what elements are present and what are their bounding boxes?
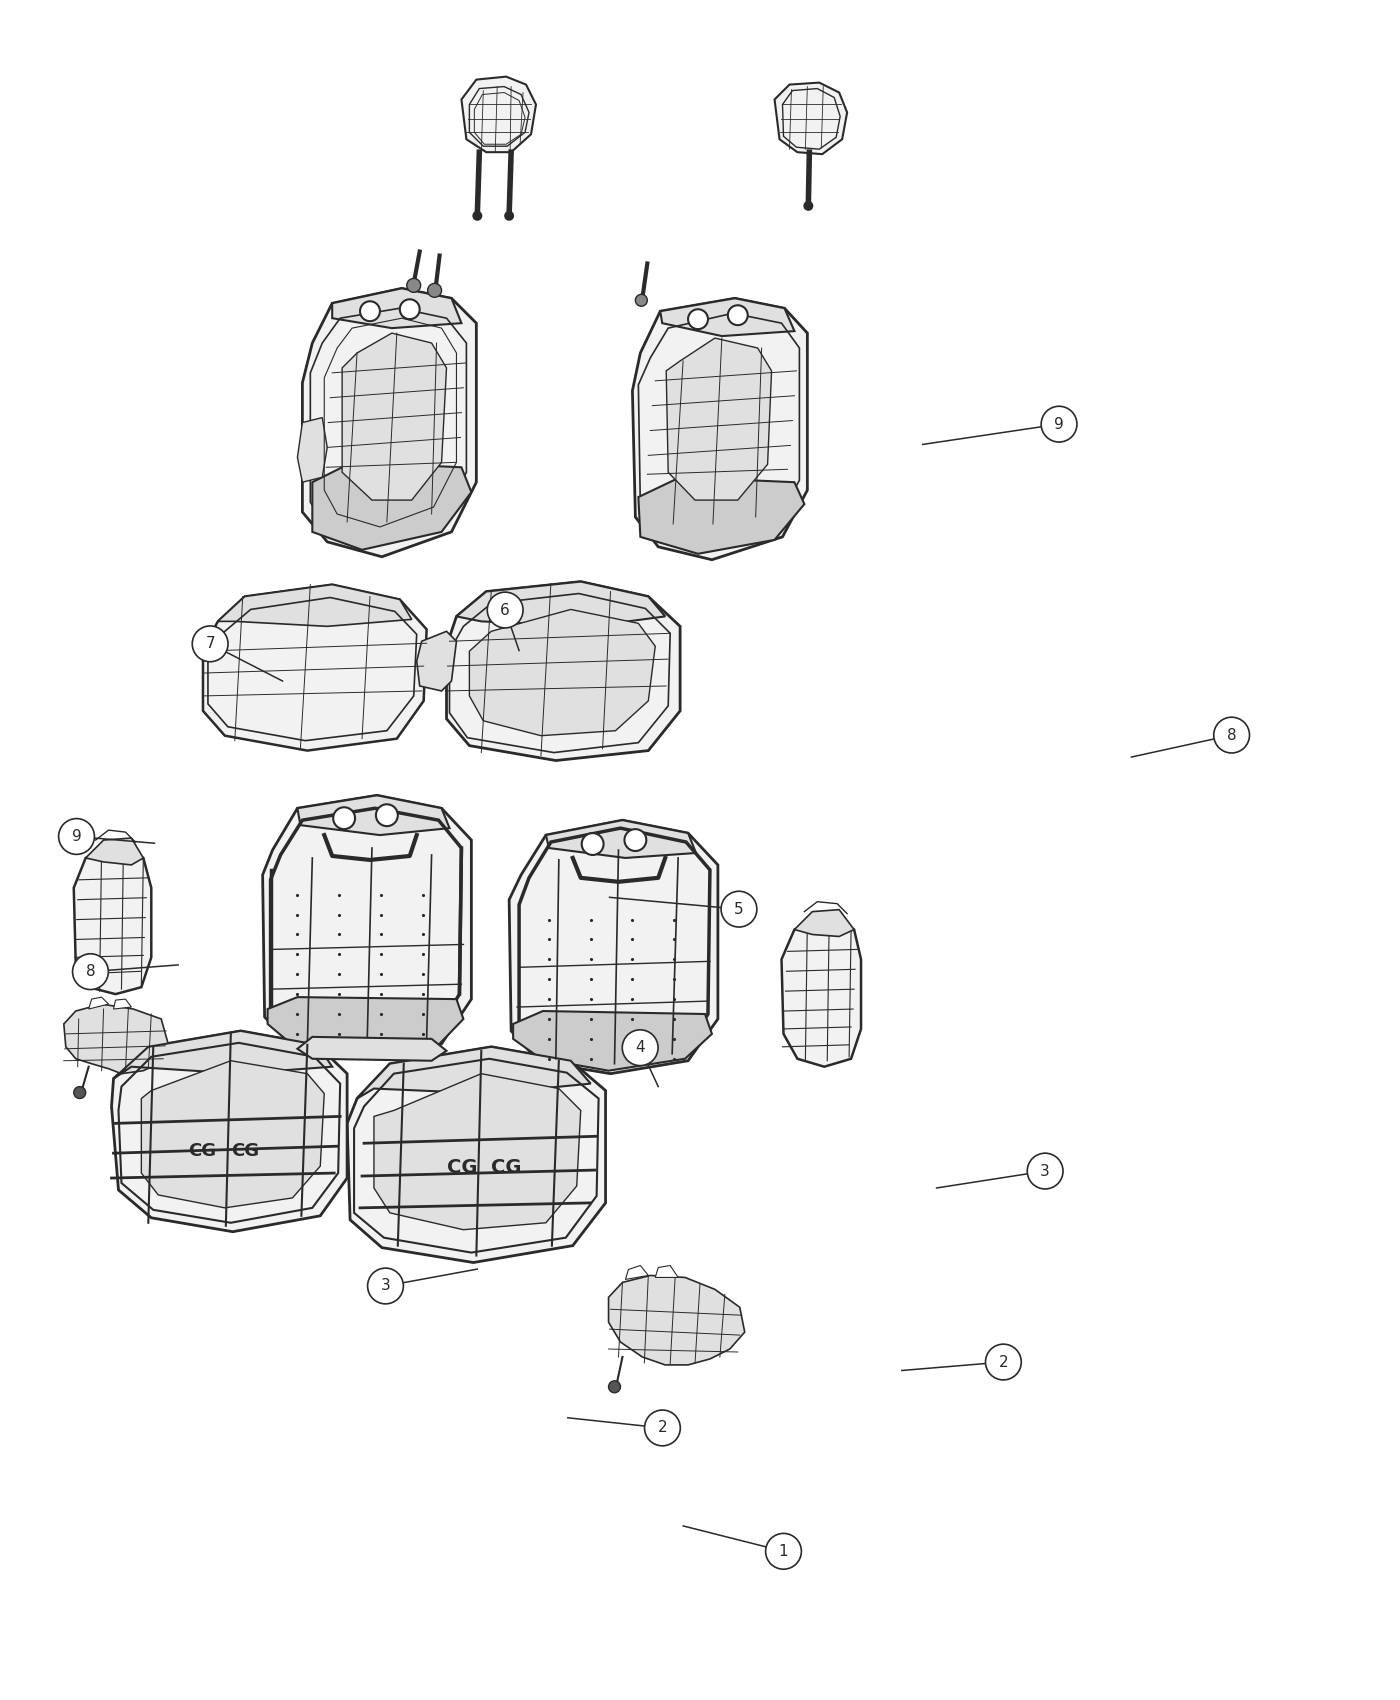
Circle shape — [582, 833, 603, 855]
Circle shape — [360, 301, 379, 321]
Polygon shape — [469, 609, 655, 736]
Circle shape — [1028, 1153, 1063, 1188]
Polygon shape — [297, 796, 449, 835]
Circle shape — [472, 211, 483, 221]
Polygon shape — [510, 819, 718, 1074]
Polygon shape — [774, 83, 847, 155]
Polygon shape — [626, 1265, 648, 1280]
Polygon shape — [312, 462, 472, 549]
Circle shape — [427, 284, 441, 298]
Polygon shape — [112, 1030, 347, 1232]
Polygon shape — [417, 631, 456, 690]
Circle shape — [73, 954, 108, 989]
Circle shape — [368, 1268, 403, 1304]
Text: 9: 9 — [71, 830, 81, 843]
Circle shape — [804, 201, 813, 211]
Circle shape — [59, 819, 94, 855]
Circle shape — [333, 808, 356, 830]
Text: 3: 3 — [381, 1278, 391, 1294]
Circle shape — [192, 626, 228, 661]
Polygon shape — [88, 998, 109, 1010]
Circle shape — [644, 1409, 680, 1445]
Polygon shape — [794, 910, 854, 937]
Text: 5: 5 — [734, 901, 743, 916]
Circle shape — [487, 592, 524, 627]
Text: CG: CG — [447, 1158, 477, 1176]
Polygon shape — [638, 478, 805, 554]
Polygon shape — [609, 1275, 745, 1365]
Text: 1: 1 — [778, 1544, 788, 1559]
Text: 7: 7 — [206, 636, 216, 651]
Polygon shape — [342, 333, 447, 500]
Circle shape — [624, 830, 647, 852]
Polygon shape — [85, 838, 143, 865]
Circle shape — [766, 1533, 801, 1569]
Polygon shape — [546, 819, 696, 858]
Circle shape — [504, 211, 514, 221]
Circle shape — [622, 1030, 658, 1066]
Polygon shape — [141, 1061, 325, 1209]
Text: 6: 6 — [500, 602, 510, 617]
Polygon shape — [218, 585, 412, 626]
Polygon shape — [113, 1030, 332, 1078]
Circle shape — [400, 299, 420, 320]
Polygon shape — [297, 1037, 447, 1061]
Text: 8: 8 — [1226, 728, 1236, 743]
Polygon shape — [357, 1047, 591, 1098]
Polygon shape — [655, 1265, 678, 1277]
Polygon shape — [781, 918, 861, 1066]
Polygon shape — [64, 1005, 168, 1074]
Polygon shape — [267, 998, 463, 1057]
Polygon shape — [203, 585, 427, 751]
Text: 9: 9 — [1054, 416, 1064, 432]
Text: 8: 8 — [85, 964, 95, 979]
Text: CG: CG — [491, 1158, 522, 1176]
Polygon shape — [113, 1000, 132, 1010]
Circle shape — [377, 804, 398, 826]
Polygon shape — [666, 338, 771, 500]
Text: CG: CG — [231, 1142, 259, 1159]
Text: 4: 4 — [636, 1040, 645, 1056]
Circle shape — [636, 294, 647, 306]
Polygon shape — [514, 1012, 713, 1071]
Circle shape — [609, 1380, 620, 1392]
Circle shape — [1042, 406, 1077, 442]
Polygon shape — [347, 1047, 606, 1263]
Polygon shape — [447, 581, 680, 760]
Polygon shape — [456, 581, 665, 626]
Polygon shape — [374, 1074, 581, 1229]
Circle shape — [407, 279, 420, 292]
Polygon shape — [462, 76, 536, 153]
Text: CG: CG — [188, 1142, 216, 1159]
Text: 3: 3 — [1040, 1163, 1050, 1178]
Circle shape — [986, 1345, 1021, 1380]
Polygon shape — [302, 289, 476, 558]
Circle shape — [728, 306, 748, 325]
Circle shape — [74, 1086, 85, 1098]
Polygon shape — [633, 298, 808, 559]
Circle shape — [1214, 717, 1250, 753]
Polygon shape — [74, 845, 151, 994]
Polygon shape — [661, 298, 794, 337]
Circle shape — [721, 891, 757, 927]
Text: 2: 2 — [998, 1355, 1008, 1370]
Polygon shape — [332, 289, 462, 328]
Circle shape — [687, 309, 708, 330]
Polygon shape — [297, 418, 328, 483]
Polygon shape — [263, 796, 472, 1059]
Text: 2: 2 — [658, 1421, 668, 1435]
